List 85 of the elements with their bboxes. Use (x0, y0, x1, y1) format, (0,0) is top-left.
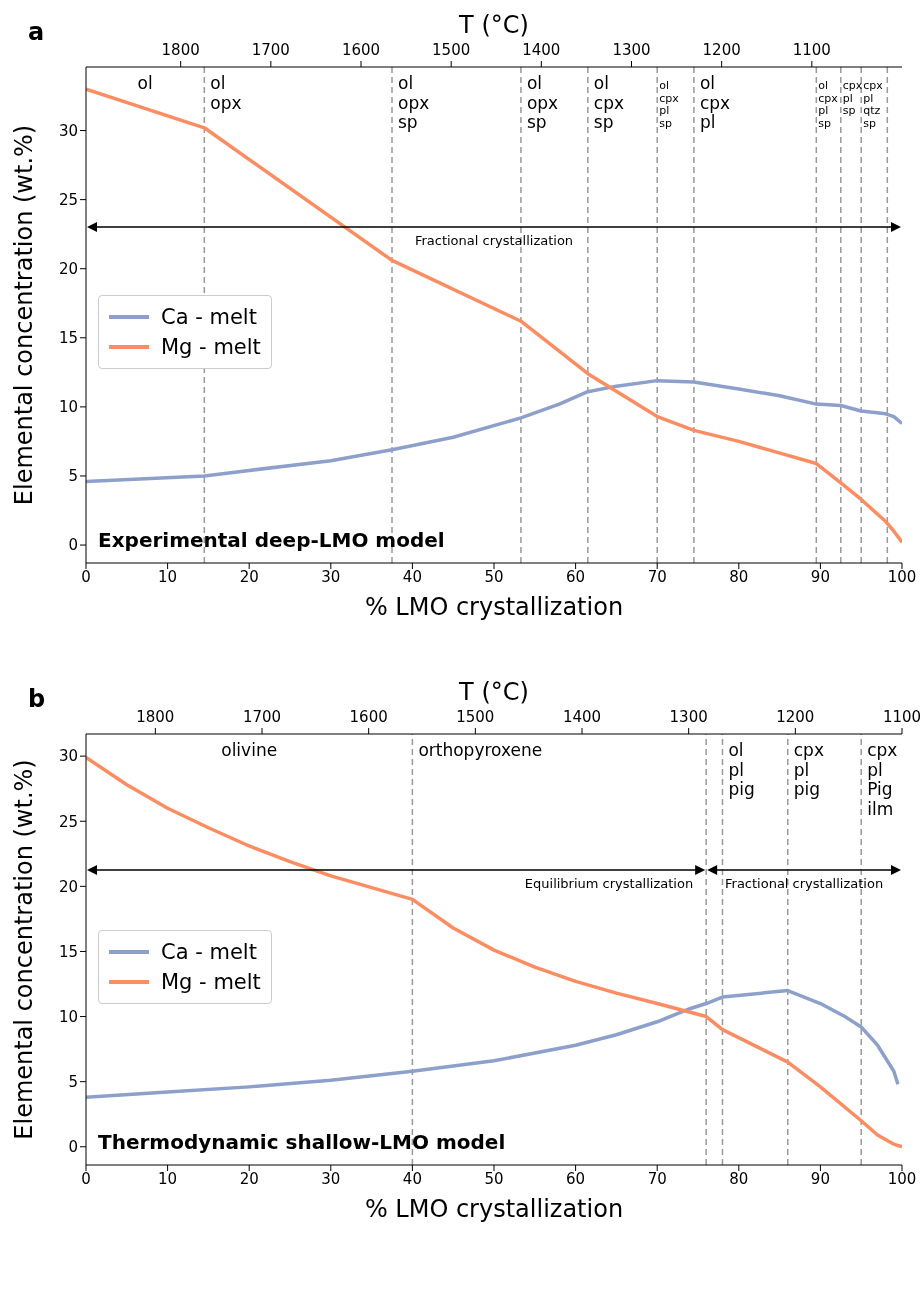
x2-tick-label: 1300 (612, 41, 651, 59)
ref-line-label: ol opx (210, 73, 242, 113)
x-tick-label: 10 (158, 567, 178, 586)
y-tick-label: 0 (68, 536, 78, 555)
y-tick-label: 5 (68, 1072, 78, 1091)
x2-tick-label: 1800 (161, 41, 200, 59)
x-tick-label: 100 (887, 1169, 917, 1188)
y-tick-label: 15 (58, 329, 78, 348)
ref-line-label: orthopyroxene (418, 740, 543, 760)
x-tick-label: 10 (158, 1169, 178, 1188)
x2-tick-label: 1600 (341, 41, 381, 59)
x-tick-label: 60 (566, 1169, 586, 1188)
x2-tick-label: 1700 (251, 41, 290, 59)
ref-line-label: cpx pl Pig ilm (867, 740, 898, 819)
ref-line-label: cpx pl pig (793, 740, 824, 800)
ref-line-label: cpx pl sp (842, 79, 863, 118)
x-tick-label: 20 (239, 567, 259, 586)
annotation: olivine (221, 740, 278, 760)
x2-tick-label: 1500 (456, 708, 495, 726)
x2-tick-label: 1400 (522, 41, 561, 59)
y-tick-label: 10 (58, 398, 78, 417)
ref-line-label: ol opx sp (526, 73, 559, 133)
legend-label: Mg - melt (161, 334, 261, 361)
x-axis-title: % LMO crystallization (364, 1195, 624, 1223)
ref-line-label: ol pl pig (728, 740, 755, 800)
x2-tick-label: 1800 (136, 708, 175, 726)
x2-tick-label: 1400 (562, 708, 602, 726)
y-tick-label: 30 (58, 121, 78, 140)
legend-label: Mg - melt (161, 968, 261, 996)
annotation: Experimental deep-LMO model (98, 528, 445, 552)
ref-line-label: ol cpx sp (593, 73, 625, 133)
x-tick-label: 20 (239, 1169, 259, 1188)
y-tick-label: 5 (68, 467, 78, 486)
x2-tick-label: 1100 (792, 41, 831, 59)
x-tick-label: 70 (647, 567, 667, 586)
ref-line-label: cpx pl qtz sp (863, 79, 884, 130)
x2-tick-label: 1200 (776, 708, 815, 726)
x-tick-label: 50 (484, 567, 504, 586)
line-series (86, 378, 902, 484)
x-tick-label: 40 (402, 567, 422, 586)
x-tick-label: 30 (321, 567, 341, 586)
ref-line-label: ol cpx pl sp (818, 79, 839, 130)
legend-label: Ca - melt (161, 938, 257, 966)
x2-tick-label: 1100 (882, 708, 922, 726)
x2-tick-label: 1500 (432, 41, 471, 59)
annotation: Fractional crystallization (414, 233, 574, 248)
x-tick-label: 50 (484, 1169, 504, 1188)
y-tick-label: 0 (68, 1138, 78, 1157)
x-tick-label: 40 (402, 1169, 422, 1188)
y-tick-label: 25 (58, 812, 78, 831)
annotation: Equilibrium crystallization (524, 876, 694, 891)
x2-axis-title: T (°C) (458, 11, 529, 39)
x-tick-label: 60 (566, 567, 586, 586)
x-tick-label: 0 (81, 1169, 91, 1188)
y-axis-title: Elemental concentration (wt.%) (10, 124, 38, 506)
annotation: Thermodynamic shallow-LMO model (98, 1130, 506, 1154)
y-tick-label: 20 (58, 877, 78, 896)
annotation: Fractional crystallization (725, 876, 884, 891)
x2-tick-label: 1700 (242, 708, 282, 726)
ref-line-label: ol cpx pl (699, 73, 731, 133)
x2-tick-label: 1200 (702, 41, 741, 59)
y-tick-label: 15 (58, 942, 78, 961)
chart-title: b (28, 685, 46, 713)
x2-tick-label: 1600 (349, 708, 388, 726)
legend-label: Ca - melt (161, 304, 257, 331)
x-tick-label: 0 (81, 567, 91, 586)
y-tick-label: 20 (58, 260, 78, 279)
ref-line-label: ol opx sp (398, 73, 430, 133)
annotation: ol (137, 73, 153, 93)
x2-tick-label: 1300 (669, 708, 708, 726)
x-tick-label: 90 (810, 1169, 830, 1188)
x-tick-label: 70 (647, 1169, 667, 1188)
ref-line-label: ol cpx pl sp (659, 79, 680, 130)
y-axis-title: Elemental concentration (wt.%) (10, 759, 38, 1140)
x-tick-label: 90 (810, 567, 830, 586)
x-tick-label: 80 (729, 1169, 749, 1188)
x2-axis-title: T (°C) (458, 678, 529, 706)
y-tick-label: 30 (58, 747, 78, 766)
x-tick-label: 80 (729, 567, 749, 586)
y-tick-label: 10 (58, 1007, 78, 1026)
x-tick-label: 100 (887, 567, 917, 586)
x-axis-title: % LMO crystallization (364, 593, 624, 621)
chart-title: a (28, 18, 45, 46)
y-tick-label: 25 (58, 190, 78, 209)
x-tick-label: 30 (321, 1169, 341, 1188)
